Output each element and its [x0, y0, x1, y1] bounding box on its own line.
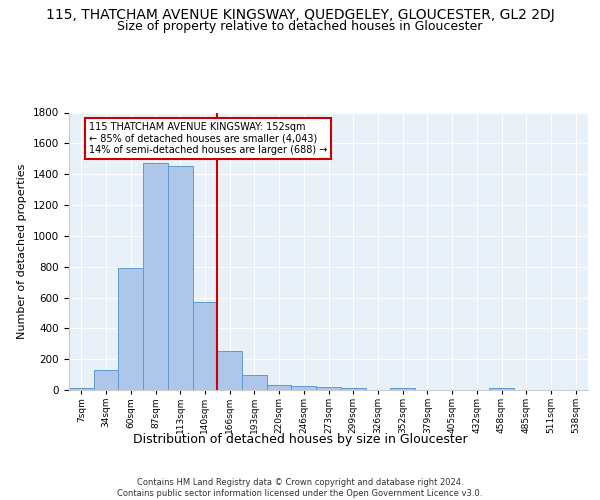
- Bar: [341, 388, 365, 390]
- Text: Distribution of detached houses by size in Gloucester: Distribution of detached houses by size …: [133, 432, 467, 446]
- Text: 115 THATCHAM AVENUE KINGSWAY: 152sqm
← 85% of detached houses are smaller (4,043: 115 THATCHAM AVENUE KINGSWAY: 152sqm ← 8…: [89, 122, 327, 155]
- Bar: [118, 268, 143, 390]
- Bar: [217, 352, 242, 390]
- Text: Size of property relative to detached houses in Gloucester: Size of property relative to detached ho…: [118, 20, 482, 33]
- Bar: [489, 388, 514, 390]
- Bar: [316, 387, 341, 390]
- Bar: [94, 370, 118, 390]
- Text: Contains HM Land Registry data © Crown copyright and database right 2024.
Contai: Contains HM Land Registry data © Crown c…: [118, 478, 482, 498]
- Bar: [193, 302, 217, 390]
- Bar: [292, 386, 316, 390]
- Text: 115, THATCHAM AVENUE KINGSWAY, QUEDGELEY, GLOUCESTER, GL2 2DJ: 115, THATCHAM AVENUE KINGSWAY, QUEDGELEY…: [46, 8, 554, 22]
- Bar: [242, 374, 267, 390]
- Bar: [143, 164, 168, 390]
- Bar: [69, 388, 94, 390]
- Y-axis label: Number of detached properties: Number of detached properties: [17, 164, 28, 339]
- Bar: [267, 384, 292, 390]
- Bar: [390, 388, 415, 390]
- Bar: [168, 166, 193, 390]
